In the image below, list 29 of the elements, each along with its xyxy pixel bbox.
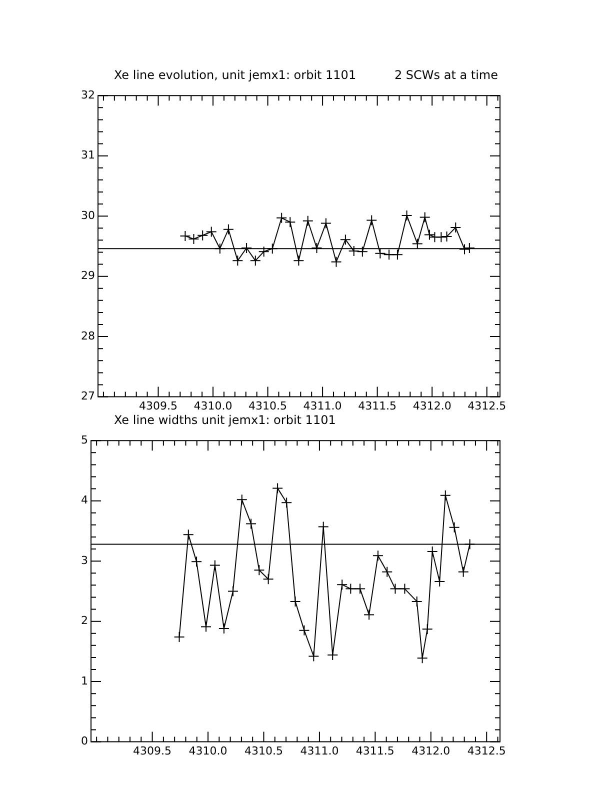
- x-tick-label: 4311.5: [358, 399, 397, 412]
- x-tick-label: 4309.5: [138, 399, 178, 412]
- y-tick-label: 27: [80, 390, 95, 403]
- y-tick-label: 32: [80, 88, 95, 102]
- chart-title: Xe line evolution, unit jemx1: orbit 1101: [114, 68, 356, 82]
- y-tick-label: 0: [81, 734, 88, 748]
- x-tick-label: 4310.0: [194, 399, 232, 412]
- y-tick-label: 29: [80, 269, 95, 282]
- x-tick-label: 4311.5: [356, 744, 394, 758]
- y-tick-label: 30: [80, 208, 95, 222]
- chart-title: Xe line widths unit jemx1: orbit 1101: [114, 413, 336, 427]
- x-tick-label: 4311.0: [300, 744, 339, 758]
- y-tick-label: 1: [81, 674, 88, 688]
- x-tick-label: 4312.5: [468, 399, 506, 412]
- y-tick-label: 4: [81, 494, 88, 507]
- y-tick-label: 28: [80, 329, 95, 342]
- x-tick-label: 4312.0: [412, 399, 452, 412]
- x-tick-label: 4310.5: [248, 399, 288, 412]
- chart-subtitle: 2 SCWs at a time: [394, 68, 498, 82]
- y-tick-label: 3: [81, 554, 88, 567]
- y-tick-label: 5: [81, 433, 88, 446]
- x-tick-label: 4310.0: [188, 744, 228, 758]
- x-tick-label: 4312.5: [467, 744, 506, 758]
- y-tick-label: 2: [81, 614, 88, 628]
- y-tick-label: 31: [80, 148, 95, 162]
- x-tick-label: 4312.0: [412, 744, 450, 758]
- x-tick-label: 4310.5: [244, 744, 283, 758]
- x-tick-label: 4311.0: [303, 399, 342, 412]
- x-tick-label: 4309.5: [133, 744, 172, 758]
